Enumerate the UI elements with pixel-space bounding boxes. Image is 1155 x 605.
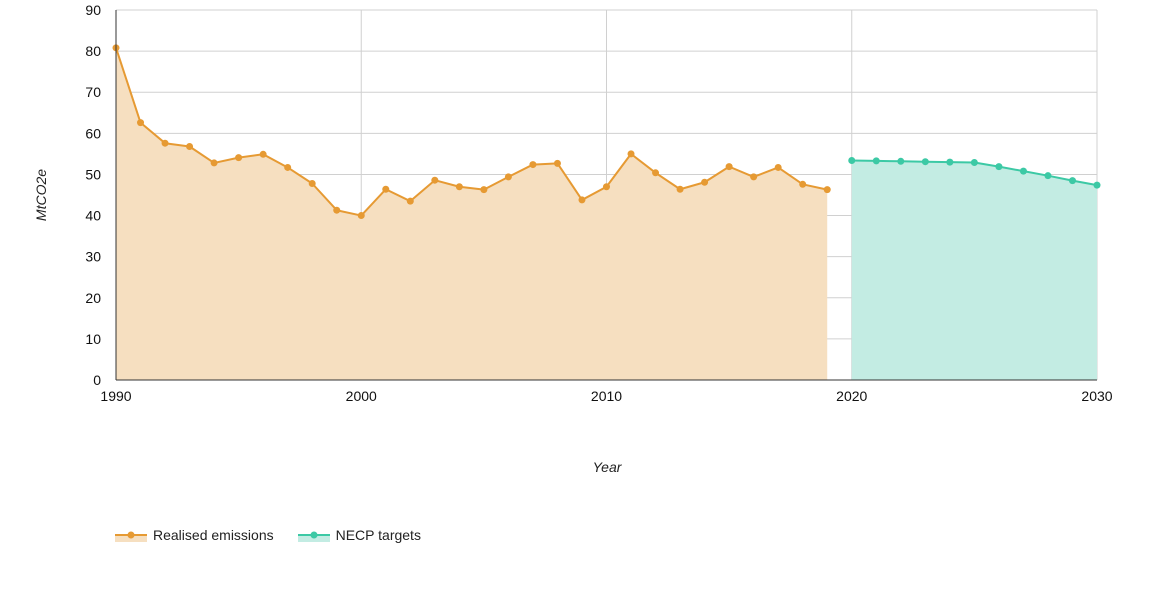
line-realised-emissions bbox=[115, 47, 828, 217]
y-tick-label: 10 bbox=[85, 331, 101, 347]
point-realised-emissions[interactable] bbox=[627, 150, 635, 158]
legend: Realised emissions NECP targets bbox=[115, 527, 421, 543]
point-necp-targets[interactable] bbox=[1019, 167, 1027, 175]
point-necp-targets[interactable] bbox=[848, 156, 856, 164]
series-areas bbox=[116, 47, 1097, 380]
point-realised-emissions[interactable] bbox=[357, 212, 365, 220]
point-realised-emissions[interactable] bbox=[603, 183, 610, 191]
point-realised-emissions[interactable] bbox=[578, 196, 586, 204]
x-axis-title: Year bbox=[593, 459, 623, 475]
point-realised-emissions[interactable] bbox=[750, 173, 758, 181]
point-realised-emissions[interactable] bbox=[308, 179, 316, 187]
legend-item-realised-emissions[interactable]: Realised emissions bbox=[115, 527, 274, 543]
y-axis-title: MtCO2e bbox=[33, 169, 49, 221]
point-realised-emissions[interactable] bbox=[186, 142, 194, 150]
legend-swatch-necp-targets bbox=[297, 531, 330, 542]
point-necp-targets[interactable] bbox=[970, 159, 978, 167]
y-tick-label: 40 bbox=[85, 208, 101, 224]
point-necp-targets[interactable] bbox=[995, 163, 1003, 171]
x-tick-label: 2030 bbox=[1081, 388, 1112, 404]
point-realised-emissions[interactable] bbox=[701, 178, 709, 186]
y-tick-label: 80 bbox=[85, 43, 101, 59]
point-realised-emissions[interactable] bbox=[455, 183, 463, 191]
x-tick-label: 2010 bbox=[591, 388, 622, 404]
point-realised-emissions[interactable] bbox=[799, 180, 807, 188]
legend-swatch-realised-emissions bbox=[115, 531, 147, 542]
point-realised-emissions[interactable] bbox=[553, 159, 561, 167]
point-realised-emissions[interactable] bbox=[406, 197, 414, 205]
point-realised-emissions[interactable] bbox=[137, 119, 145, 127]
point-necp-targets[interactable] bbox=[897, 157, 905, 165]
point-realised-emissions[interactable] bbox=[161, 139, 169, 147]
point-necp-targets[interactable] bbox=[872, 157, 880, 165]
point-necp-targets[interactable] bbox=[1093, 181, 1101, 189]
y-tick-label: 60 bbox=[85, 125, 101, 141]
area-realised-emissions bbox=[116, 47, 828, 380]
legend-item-necp-targets[interactable]: NECP targets bbox=[297, 527, 421, 543]
y-tick-label: 50 bbox=[85, 166, 101, 182]
point-realised-emissions[interactable] bbox=[210, 159, 218, 167]
point-realised-emissions[interactable] bbox=[529, 161, 537, 169]
point-necp-targets[interactable] bbox=[921, 158, 929, 166]
point-realised-emissions[interactable] bbox=[480, 186, 488, 194]
point-necp-targets[interactable] bbox=[1068, 177, 1076, 185]
point-realised-emissions[interactable] bbox=[431, 176, 439, 184]
point-realised-emissions[interactable] bbox=[504, 173, 512, 181]
point-realised-emissions[interactable] bbox=[823, 186, 831, 194]
point-realised-emissions[interactable] bbox=[333, 206, 341, 214]
series-points bbox=[112, 44, 1101, 220]
y-tick-label: 70 bbox=[85, 84, 101, 100]
legend-label-realised-emissions: Realised emissions bbox=[153, 527, 274, 543]
point-realised-emissions[interactable] bbox=[725, 163, 733, 171]
y-tick-label: 20 bbox=[85, 290, 101, 306]
point-necp-targets[interactable] bbox=[946, 158, 954, 166]
y-tick-label: 0 bbox=[93, 372, 101, 388]
legend-label-necp-targets: NECP targets bbox=[335, 527, 421, 543]
x-tick-label: 1990 bbox=[100, 388, 131, 404]
x-tick-label: 2000 bbox=[346, 388, 377, 404]
point-realised-emissions[interactable] bbox=[284, 163, 292, 171]
point-realised-emissions[interactable] bbox=[235, 154, 243, 162]
point-realised-emissions[interactable] bbox=[259, 150, 267, 158]
point-realised-emissions[interactable] bbox=[774, 163, 782, 171]
point-necp-targets[interactable] bbox=[1044, 172, 1052, 180]
y-tick-label: 30 bbox=[85, 249, 101, 265]
point-realised-emissions[interactable] bbox=[676, 185, 684, 193]
y-tick-label: 90 bbox=[85, 2, 101, 18]
x-tick-label: 2020 bbox=[836, 388, 867, 404]
point-realised-emissions[interactable] bbox=[382, 185, 390, 193]
point-realised-emissions[interactable] bbox=[652, 169, 660, 177]
area-necp-targets bbox=[851, 160, 1097, 380]
